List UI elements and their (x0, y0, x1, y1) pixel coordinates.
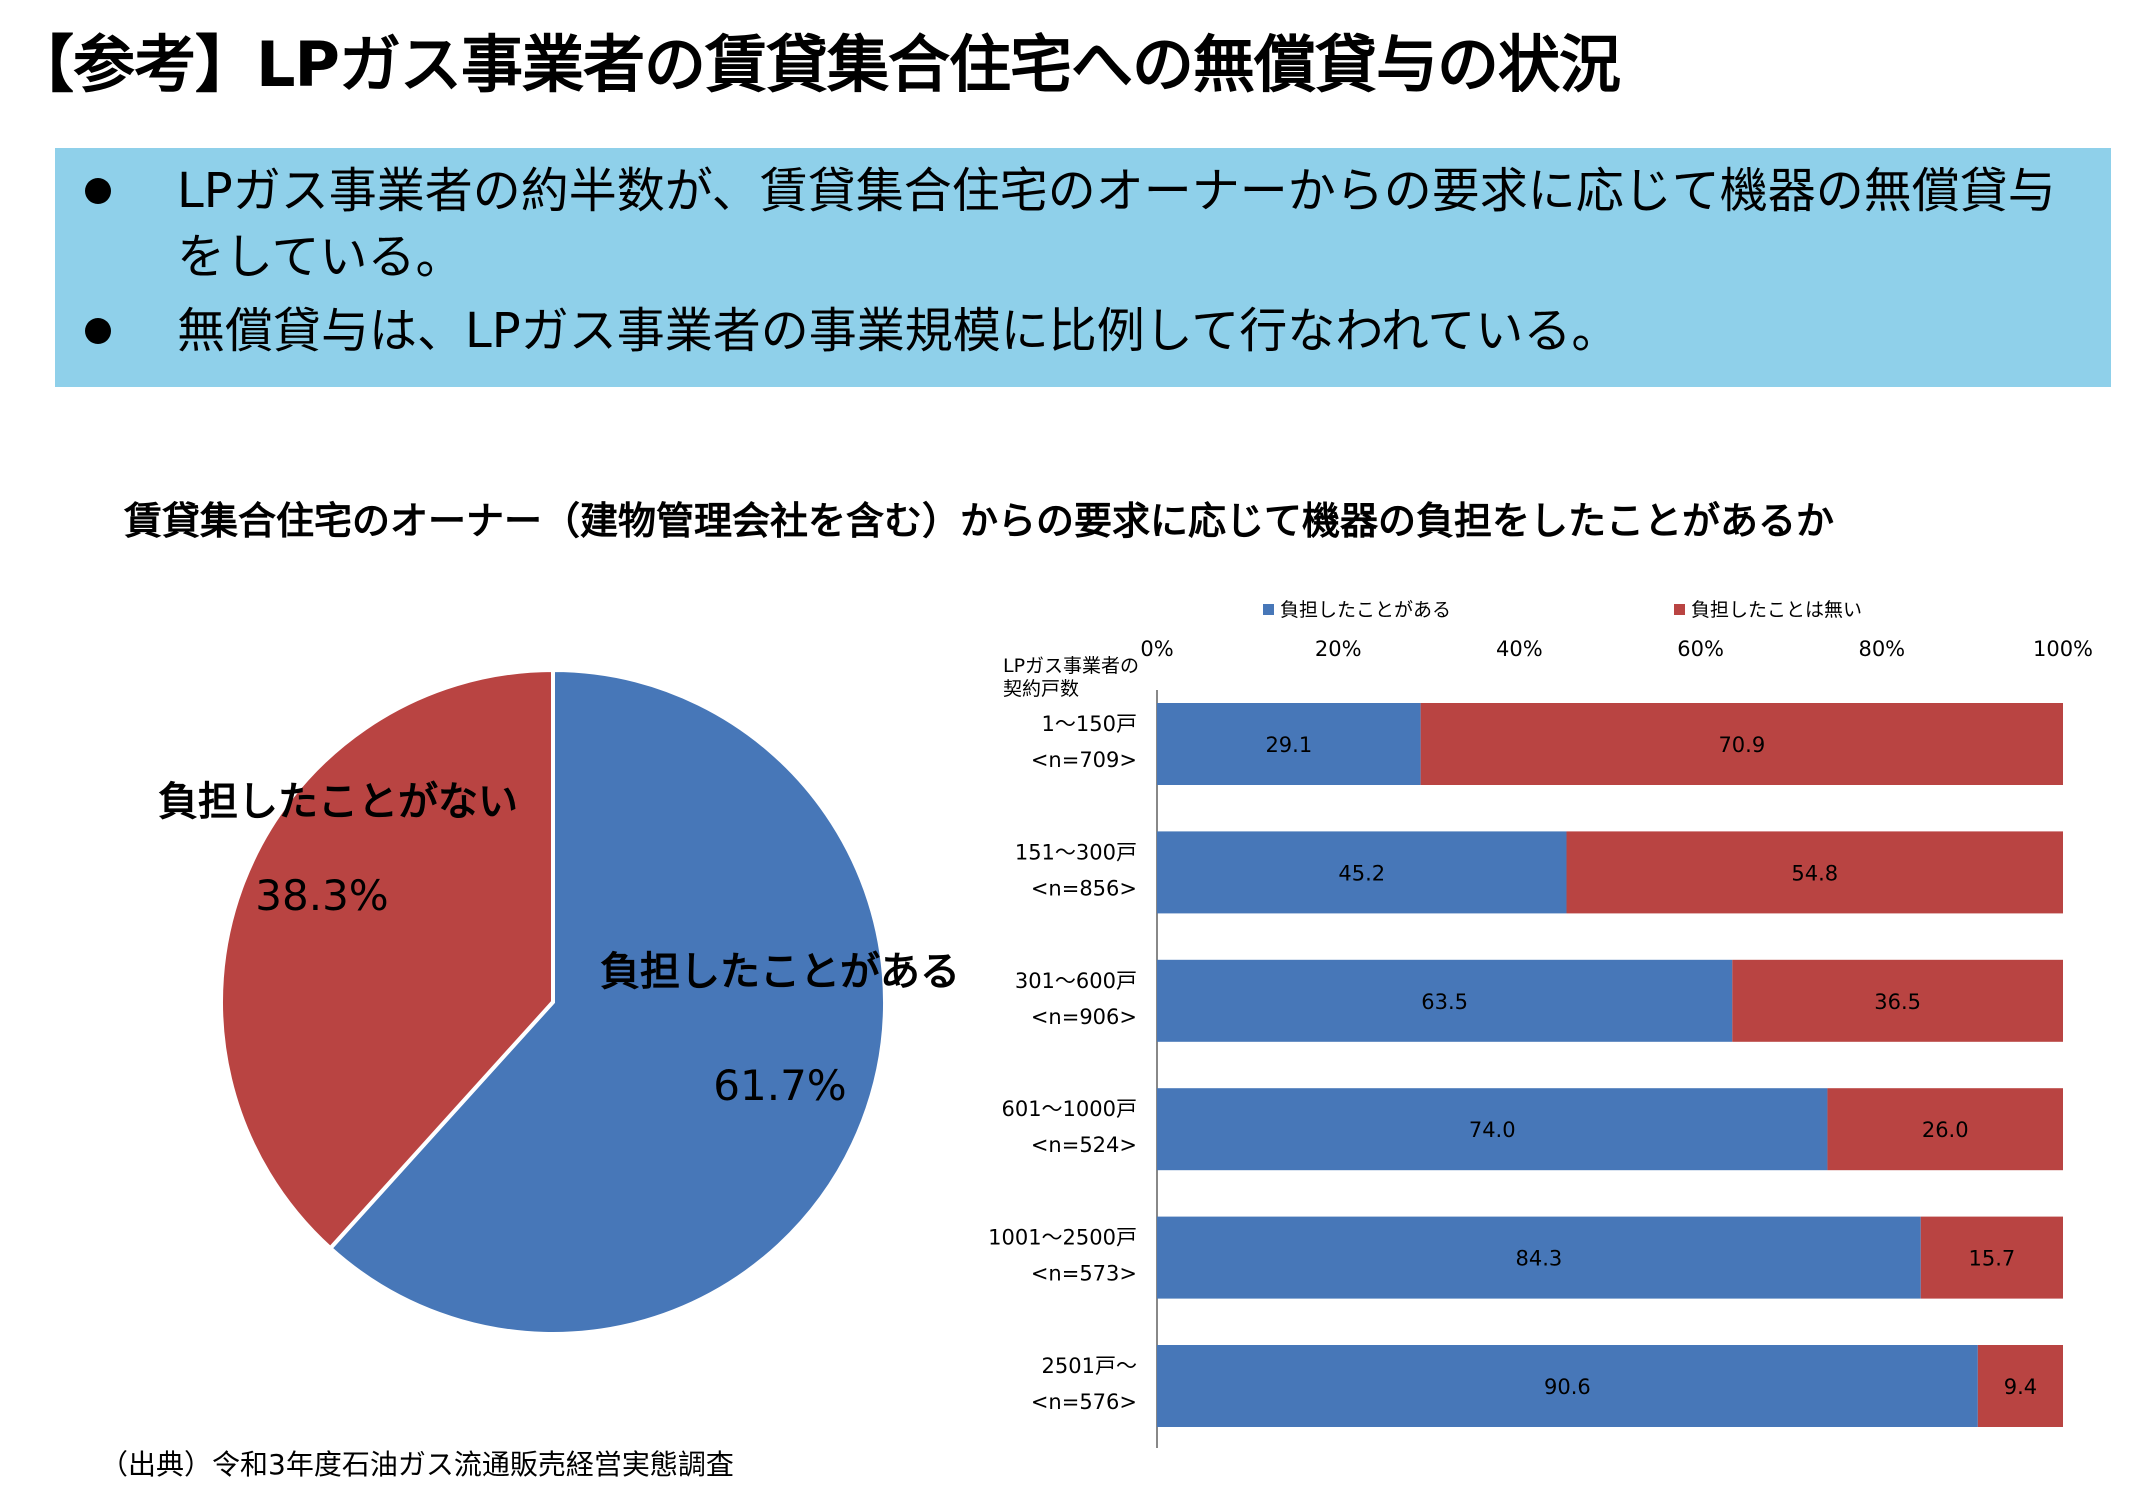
summary-item-1: LPガス事業者の約半数が、賃貸集合住宅のオーナーからの要求に応じて機器の無償貸与… (85, 158, 2091, 290)
legend-label-1: 負担したことがある (1280, 599, 1451, 621)
x-tick-label-3: 40% (1496, 637, 1543, 661)
category-label-2: 151～300戸 (1015, 840, 1137, 864)
pie-slice-2 (219, 667, 555, 1252)
pie-category-label-2: 負担したことがない (158, 779, 518, 825)
x-tick-label-5: 80% (1858, 637, 1905, 661)
x-tick-label-4: 60% (1677, 637, 1724, 661)
bar-segment-4-1 (1157, 1088, 1828, 1171)
category-n-label-2: <n=856> (1031, 876, 1137, 900)
bar-segment-3-2 (1732, 959, 2063, 1042)
data-label-3-2: 36.5 (1874, 990, 1921, 1014)
summary-box: LPガス事業者の約半数が、賃貸集合住宅のオーナーからの要求に応じて機器の無償貸与… (55, 148, 2111, 387)
category-label-1: 1～150戸 (1042, 712, 1137, 736)
category-label-6: 2501戸～ (1042, 1354, 1137, 1378)
summary-item-2: 無償貸与は、LPガス事業者の事業規模に比例して行なわれている。 (85, 298, 2091, 364)
pie-category-label-1: 負担したことがある (600, 949, 960, 995)
data-label-4-1: 74.0 (1469, 1118, 1516, 1142)
bar-segment-1-2 (1420, 703, 2063, 785)
source-note: （出典）令和3年度石油ガス流通販売経営実態調査 (100, 1448, 734, 1481)
x-tick-label-1: 0% (1140, 637, 1173, 661)
bullet-icon (85, 318, 111, 344)
legend-swatch-2 (1674, 604, 1685, 615)
bar-segment-3-1 (1157, 959, 1733, 1042)
category-n-label-1: <n=709> (1031, 748, 1137, 772)
category-n-label-4: <n=524> (1031, 1133, 1137, 1157)
bar-segment-2-1 (1157, 831, 1567, 914)
summary-text-2: 無償貸与は、LPガス事業者の事業規模に比例して行なわれている。 (177, 303, 1620, 359)
data-label-6-1: 90.6 (1544, 1375, 1591, 1399)
category-n-label-5: <n=573> (1031, 1262, 1137, 1286)
bar-segment-5-2 (1920, 1216, 2063, 1299)
bar-segment-2-2 (1566, 831, 2063, 914)
bar-segment-1-1 (1157, 703, 1421, 785)
pie-slice-1 (327, 667, 887, 1336)
data-label-6-2: 9.4 (2004, 1375, 2037, 1399)
data-label-3-1: 63.5 (1421, 990, 1468, 1014)
bullet-icon (85, 178, 111, 204)
bar-segment-6-1 (1157, 1345, 1978, 1427)
bar-segment-6-2 (1977, 1345, 2063, 1427)
data-label-5-1: 84.3 (1515, 1247, 1562, 1271)
bar-segment-5-1 (1157, 1216, 1921, 1299)
category-label-3: 301～600戸 (1015, 969, 1137, 993)
x-tick-label-6: 100% (2033, 637, 2093, 661)
category-label-4: 601～1000戸 (1001, 1097, 1137, 1121)
data-label-4-2: 26.0 (1922, 1118, 1969, 1142)
x-tick-label-2: 20% (1315, 637, 1362, 661)
bar-segment-4-2 (1827, 1088, 2063, 1171)
data-label-1-2: 70.9 (1718, 733, 1765, 757)
pie-value-label-1: 61.7% (713, 1061, 846, 1110)
y-axis-title: LPガス事業者の契約戸数 (1003, 655, 1139, 700)
category-label-5: 1001～2500戸 (988, 1226, 1137, 1250)
page-title: 【参考】LPガス事業者の賃貸集合住宅への無償貸与の状況 (12, 28, 1621, 101)
data-label-1-1: 29.1 (1265, 733, 1312, 757)
chart-heading: 賃貸集合住宅のオーナー（建物管理会社を含む）からの要求に応じて機器の負担をしたこ… (124, 499, 1835, 543)
summary-text-1: LPガス事業者の約半数が、賃貸集合住宅のオーナーからの要求に応じて機器の無償貸与… (177, 163, 2056, 285)
data-label-5-2: 15.7 (1968, 1247, 2015, 1271)
data-label-2-1: 45.2 (1338, 861, 1385, 885)
category-n-label-6: <n=576> (1031, 1390, 1137, 1414)
category-n-label-3: <n=906> (1031, 1005, 1137, 1029)
legend-swatch-1 (1263, 604, 1274, 615)
data-label-2-2: 54.8 (1791, 861, 1838, 885)
pie-value-label-2: 38.3% (255, 871, 388, 920)
legend-label-2: 負担したことは無い (1691, 599, 1862, 621)
